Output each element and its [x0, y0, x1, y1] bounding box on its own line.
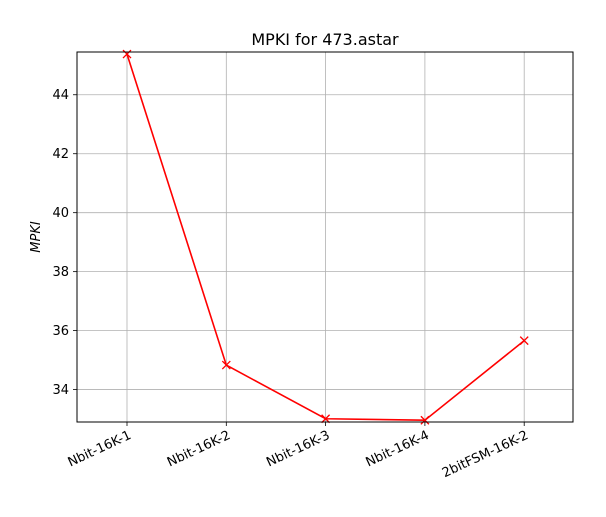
data-point-marker-b: [519, 336, 529, 346]
y-axis-ticks: 34 36 38 40 42 44: [52, 88, 77, 398]
chart-title: MPKI for 473.astar: [251, 30, 399, 49]
x-tick-label: 2bitFSM-16K-2: [440, 428, 531, 481]
y-tick-label: 34: [52, 383, 69, 398]
y-tick-label: 36: [52, 324, 69, 339]
data-point: [420, 415, 430, 425]
y-tick-label: 42: [52, 147, 69, 162]
x-tick-label: Nbit-16K-1: [66, 428, 134, 470]
y-tick-label: 40: [52, 206, 69, 221]
x-tick-label: Nbit-16K-2: [165, 428, 233, 470]
data-point: [321, 414, 331, 424]
y-tick-label: 44: [52, 88, 69, 103]
data-point-marker-b: [321, 414, 331, 424]
y-axis-label: MPKI: [29, 221, 44, 253]
y-tick-label: 38: [52, 265, 69, 280]
data-point: [519, 336, 529, 346]
plot-frame: [76, 51, 574, 423]
data-point-marker-b: [122, 49, 132, 59]
x-axis-ticks: Nbit-16K-1 Nbit-16K-2 Nbit-16K-3 Nbit-16K-4…: [66, 422, 531, 481]
series-group: [122, 49, 529, 425]
data-point: [221, 360, 231, 370]
data-point: [122, 49, 132, 59]
x-tick-label: Nbit-16K-3: [264, 428, 332, 470]
data-point-marker-b: [420, 415, 430, 425]
data-point-marker-b: [221, 360, 231, 370]
grid-lines: [77, 52, 573, 422]
x-tick-label: Nbit-16K-4: [364, 428, 432, 470]
